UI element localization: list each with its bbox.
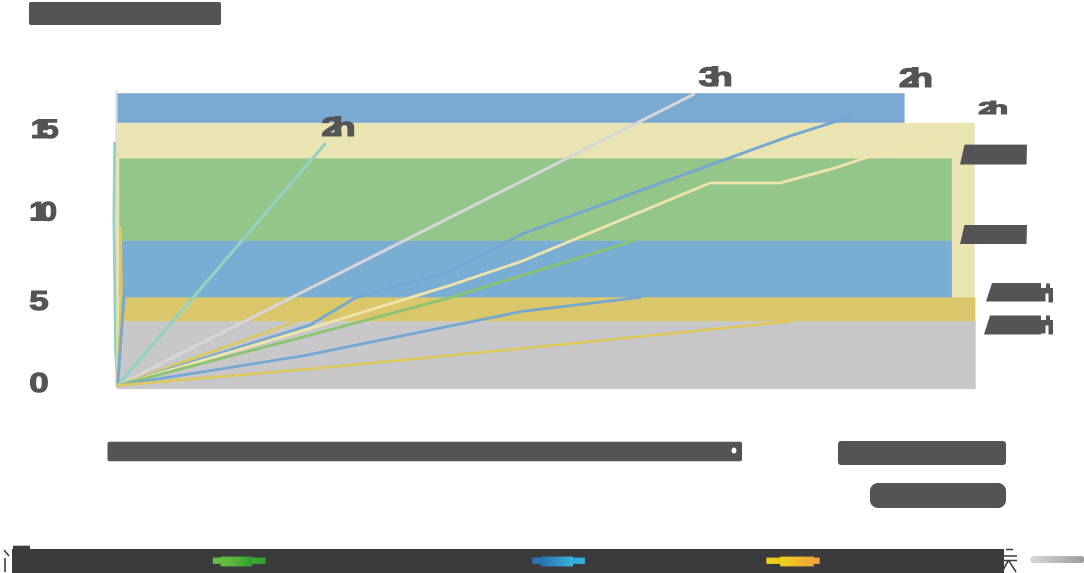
svg-text:2h: 2h [899, 63, 932, 93]
svg-text:0: 0 [29, 367, 48, 399]
svg-text:3h: 3h [699, 61, 732, 91]
svg-text:10: 10 [29, 198, 57, 228]
svg-text:5: 5 [29, 284, 48, 316]
svg-text:15: 15 [31, 115, 59, 145]
svg-text:2h: 2h [978, 99, 1007, 119]
